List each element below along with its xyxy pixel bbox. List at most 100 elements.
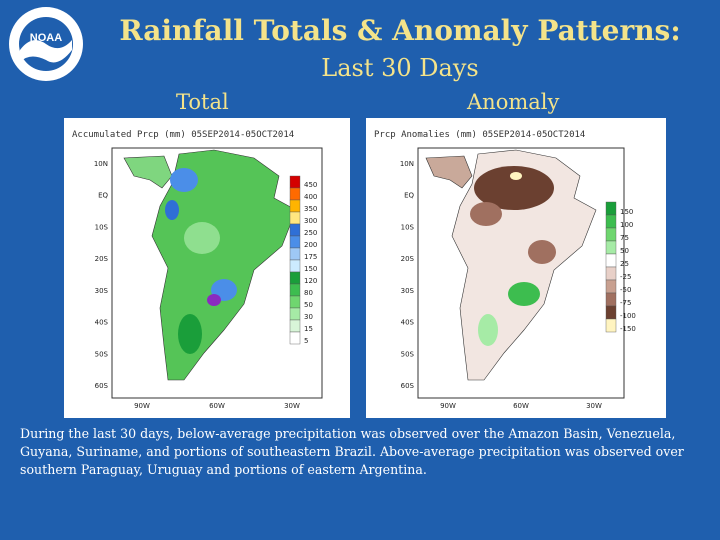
anomaly-legend-label: -25 [620,273,631,281]
total-legend-label: 250 [304,229,317,237]
total-lat-tick: EQ [98,192,108,200]
total-legend-label: 15 [304,325,313,333]
anomaly-lat-tick: 10S [401,223,415,231]
total-lat-tick: 40S [95,319,109,327]
anomaly-green-south [478,314,498,346]
anomaly-panel-label: Anomaly [467,90,560,114]
total-lon-tick: 60W [209,402,225,410]
anomaly-yellow-spot [510,172,522,180]
total-lon-tick: 30W [284,402,300,410]
anomaly-legend-swatch [605,201,617,216]
anomaly-legend-label: 75 [620,234,629,242]
anomaly-central-america [425,155,473,189]
total-blue-west [165,200,179,220]
anomaly-lat-tick: 20S [401,255,415,263]
anomaly-legend-swatch [605,253,617,268]
anomaly-legend-label: 50 [620,247,629,255]
anomaly-brown-west [470,202,502,226]
total-legend-swatch [289,319,301,333]
total-lat-tick: 30S [95,287,109,295]
anomaly-legend-label: -150 [620,325,636,333]
total-legend-label: 50 [304,301,313,309]
anomaly-lon-tick: 60W [513,402,529,410]
total-lat-tick: 20S [95,255,109,263]
total-legend-label: 150 [304,265,317,273]
total-legend-swatch [289,235,301,249]
total-lat-labels: 10N EQ 10S 20S 30S 40S 50S 60S [94,160,109,390]
anomaly-legend-label: 150 [620,208,633,216]
total-lon-labels: 90W 60W 30W [134,402,300,410]
noaa-logo: NOAA [9,7,83,81]
total-legend-swatch [289,211,301,225]
total-legend-label: 175 [304,253,317,261]
anomaly-legend-swatch [605,214,617,229]
anomaly-legend-swatch [605,305,617,320]
total-legend-swatch [289,199,301,213]
total-legend-label: 120 [304,277,317,285]
total-dark-south [178,314,202,354]
caption-text: During the last 30 days, below-average p… [20,426,684,477]
total-central-america [123,155,173,189]
total-lat-tick: 10N [94,160,108,168]
total-legend-swatch [289,295,301,309]
anomaly-map: Prcp Anomalies (mm) 05SEP2014-05OCT2014 … [366,118,666,418]
anomaly-legend-label: 100 [620,221,633,229]
total-blue-north [170,168,198,192]
anomaly-map-title: Prcp Anomalies (mm) 05SEP2014-05OCT2014 [374,130,586,140]
anomaly-lat-tick: EQ [404,192,414,200]
anomaly-lat-tick: 60S [401,382,415,390]
anomaly-map-graphic: 10N EQ 10S 20S 30S 40S 50S 60S 90W 60W 30W 150 100… [400,147,636,410]
anomaly-legend-label: -75 [620,299,631,307]
total-legend-label: 30 [304,313,313,321]
total-legend-swatch [289,247,301,261]
anomaly-brown-amazon [474,166,554,210]
total-legend-label: 200 [304,241,317,249]
total-legend-swatch [289,223,301,237]
total-legend-swatch [289,271,301,285]
total-legend-label: 5 [304,337,308,345]
anomaly-legend-swatch [605,227,617,242]
total-purple-spot [207,294,221,306]
total-lat-tick: 10S [95,223,109,231]
anomaly-legend: 150 100 75 50 25 -25 -50 -75 -100 -150 [605,201,636,333]
total-lat-tick: 60S [95,382,109,390]
total-lon-tick: 90W [134,402,150,410]
total-map-graphic: 10N EQ 10S 20S 30S 40S 50S 60S 90W 60W 30W 450 400… [94,147,323,410]
anomaly-lat-tick: 30S [401,287,415,295]
anomaly-brown-east [528,240,556,264]
total-panel-label: Total [176,90,229,114]
total-legend-label: 300 [304,217,317,225]
total-legend-label: 450 [304,181,317,189]
total-legend: 450 400 350 300 250 200 175 150 120 80 50 30 15 5 [289,175,317,345]
total-legend-swatch [289,331,301,345]
total-legend-label: 80 [304,289,313,297]
anomaly-legend-label: -50 [620,286,631,294]
anomaly-lon-labels: 90W 60W 30W [440,402,602,410]
anomaly-lat-tick: 40S [401,319,415,327]
anomaly-legend-swatch [605,318,617,333]
anomaly-legend-swatch [605,266,617,281]
total-legend-swatch [289,187,301,201]
total-lat-tick: 50S [95,350,109,358]
anomaly-green-uruguay [508,282,540,306]
noaa-logo-text: NOAA [30,32,62,44]
total-legend-swatch [289,175,301,189]
total-legend-swatch [289,283,301,297]
anomaly-legend-label: 25 [620,260,629,268]
anomaly-legend-swatch [605,240,617,255]
page-subtitle: Last 30 Days [321,54,479,82]
anomaly-lon-tick: 30W [586,402,602,410]
total-map: Accumulated Prcp (mm) 05SEP2014-05OCT201… [64,118,350,418]
anomaly-lon-tick: 90W [440,402,456,410]
anomaly-lat-tick: 50S [401,350,415,358]
total-legend-label: 400 [304,193,317,201]
anomaly-legend-swatch [605,279,617,294]
anomaly-lat-tick: 10N [400,160,414,168]
total-map-title: Accumulated Prcp (mm) 05SEP2014-05OCT201… [72,130,295,140]
total-legend-swatch [289,259,301,273]
total-light-interior [184,222,220,254]
anomaly-legend-swatch [605,292,617,307]
anomaly-lat-labels: 10N EQ 10S 20S 30S 40S 50S 60S [400,160,415,390]
total-legend-label: 350 [304,205,317,213]
anomaly-legend-label: -100 [620,312,636,320]
